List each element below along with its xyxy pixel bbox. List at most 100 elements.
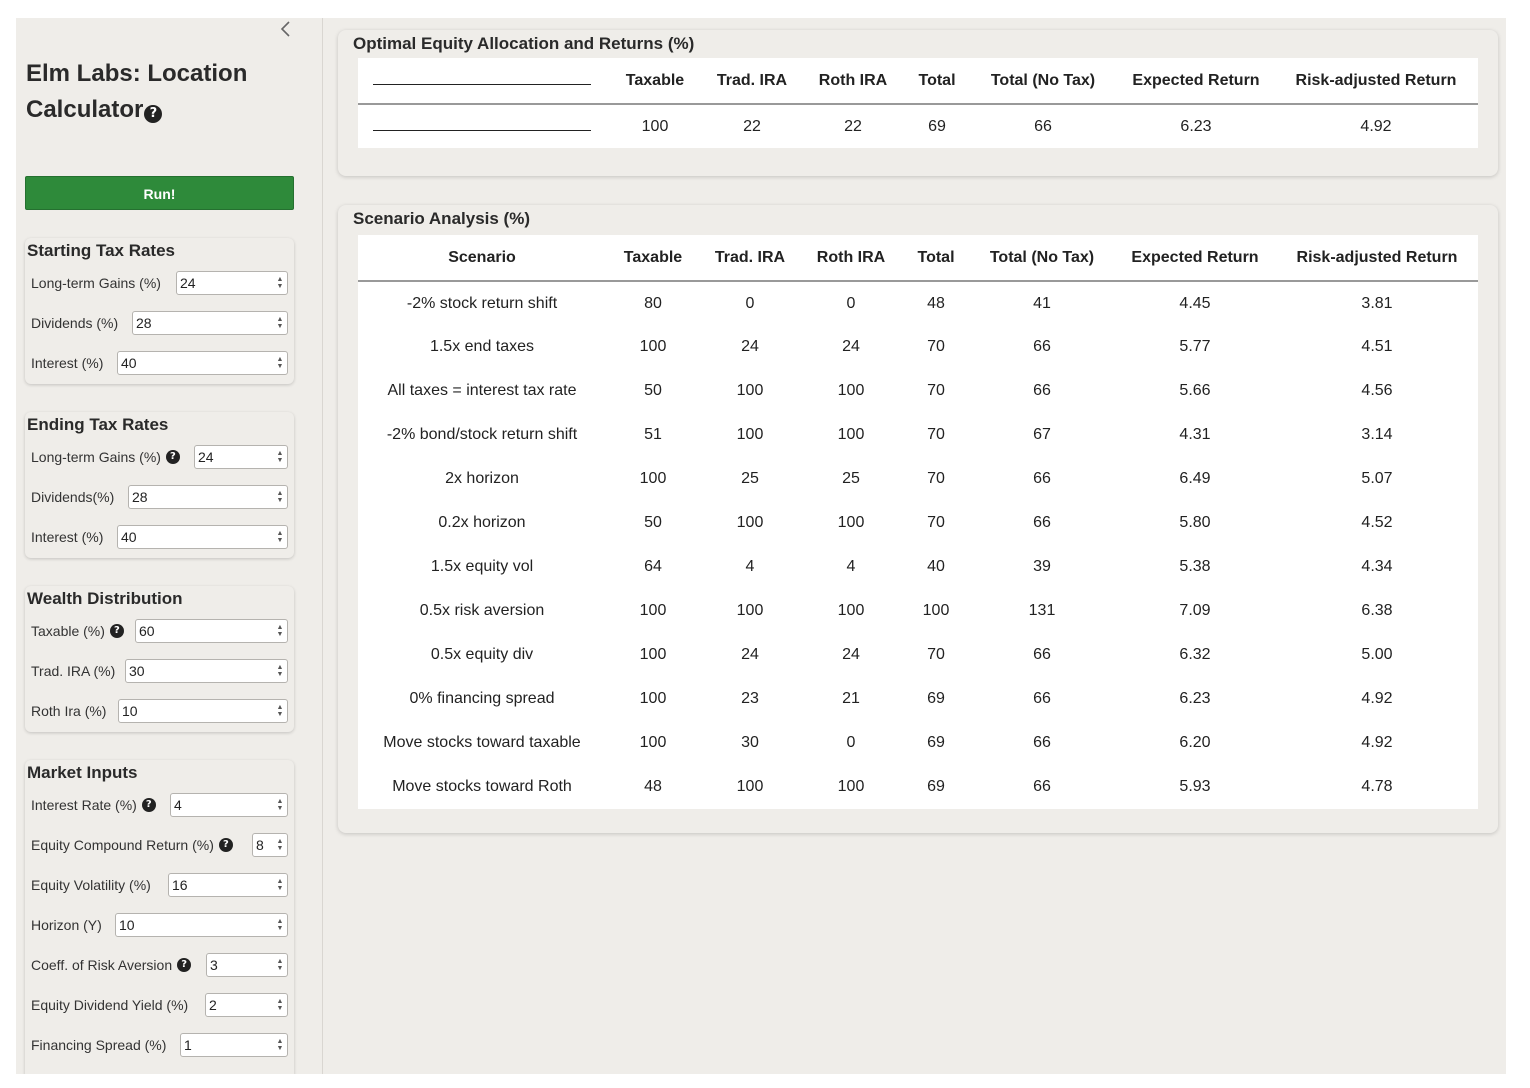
question-circle-icon[interactable]: ?	[141, 798, 156, 812]
market-financing-spread-input[interactable]: 1 ▲ ▼	[180, 1033, 288, 1057]
spinner-icon[interactable]: ▲ ▼	[276, 530, 284, 544]
market-equity-compound-return-field: Equity Compound Return (%) ?	[31, 833, 233, 857]
table-cell: 131	[1028, 602, 1056, 619]
card-title: Scenario Analysis (%)	[353, 209, 530, 228]
market-interest-rate-field: Interest Rate (%) ?	[31, 793, 156, 817]
table-cell: 7.09	[1179, 602, 1211, 619]
input-value: 28	[136, 315, 152, 331]
panel-title: Market Inputs	[27, 763, 138, 782]
table-cell: 4.92	[1360, 117, 1392, 135]
panel-title: Starting Tax Rates	[27, 241, 176, 260]
wealth-trad-ira-input[interactable]: 30 ▲ ▼	[125, 659, 288, 683]
field-label: Roth Ira (%)	[31, 703, 107, 719]
ending-dividends-input[interactable]: 28 ▲ ▼	[128, 485, 288, 509]
wealth-roth-ira-field: Roth Ira (%)	[31, 699, 106, 723]
app-window: Elm Labs: Location Calculator? Run! Star…	[16, 18, 1506, 1074]
starting-dividends-input[interactable]: 28 ▲ ▼	[132, 311, 288, 335]
spinner-icon[interactable]: ▲ ▼	[276, 450, 284, 464]
market-horizon-input[interactable]: 10 ▲ ▼	[115, 913, 288, 937]
spinner-icon[interactable]: ▲ ▼	[276, 704, 284, 718]
spinner-icon[interactable]: ▲ ▼	[276, 490, 284, 504]
table-cell: 6.20	[1179, 734, 1211, 751]
spinner-icon[interactable]: ▲ ▼	[276, 798, 284, 812]
table-cell: 100	[837, 778, 865, 795]
table-cell: 5.00	[1361, 646, 1393, 663]
table-cell: 3.14	[1361, 426, 1393, 443]
question-circle-icon[interactable]: ?	[177, 958, 192, 972]
column-header: Trad. IRA	[704, 58, 800, 105]
field-label: Interest Rate (%)	[31, 797, 137, 813]
column-header: Expected Return	[1114, 235, 1276, 282]
market-horizon-field: Horizon (Y)	[31, 913, 102, 937]
spinner-icon[interactable]: ▲ ▼	[276, 316, 284, 330]
spinner-icon[interactable]: ▲ ▼	[276, 276, 284, 290]
field-label: Equity Volatility (%)	[31, 877, 151, 893]
field-label: Interest (%)	[31, 355, 104, 371]
table-row: -2% bond/stock return shift 51 100 100 70 67 4…	[358, 413, 1478, 457]
optimal-allocation-card: Optimal Equity Allocation and Returns (%…	[338, 30, 1498, 176]
starting-long-term-gains-input[interactable]: 24 ▲ ▼	[176, 271, 288, 295]
table-cell: 4.92	[1361, 734, 1393, 751]
market-interest-rate-input[interactable]: 4 ▲ ▼	[170, 793, 288, 817]
spinner-icon[interactable]: ▲ ▼	[276, 918, 284, 932]
market-risk-aversion-field: Coeff. of Risk Aversion ?	[31, 953, 192, 977]
spinner-icon[interactable]: ▲ ▼	[276, 838, 284, 852]
table-cell: 4.31	[1179, 426, 1211, 443]
spinner-icon[interactable]: ▲ ▼	[276, 998, 284, 1012]
table-cell: 5.93	[1179, 778, 1211, 795]
table-cell: 100	[837, 382, 865, 399]
table-cell: 41	[1033, 294, 1051, 312]
table-cell: 22	[743, 117, 761, 135]
column-header: Taxable	[606, 235, 700, 282]
question-circle-icon[interactable]: ?	[109, 624, 124, 638]
table-cell: 48	[927, 294, 945, 312]
table-cell: 70	[927, 382, 945, 399]
market-dividend-yield-input[interactable]: 2 ▲ ▼	[205, 993, 288, 1017]
spinner-icon[interactable]: ▲ ▼	[276, 1038, 284, 1052]
table-cell: 100	[837, 602, 865, 619]
ending-interest-input[interactable]: 40 ▲ ▼	[117, 525, 288, 549]
spinner-icon[interactable]: ▲ ▼	[276, 878, 284, 892]
wealth-roth-ira-input[interactable]: 10 ▲ ▼	[118, 699, 288, 723]
table-cell-blank	[358, 104, 606, 148]
wealth-taxable-input[interactable]: 60 ▲ ▼	[135, 619, 288, 643]
run-button[interactable]: Run!	[25, 176, 294, 210]
table-cell: 4.78	[1361, 778, 1393, 795]
spinner-icon[interactable]: ▲ ▼	[276, 624, 284, 638]
column-header: Roth IRA	[800, 58, 906, 105]
spinner-icon[interactable]: ▲ ▼	[276, 958, 284, 972]
ending-long-term-gains-input[interactable]: 24 ▲ ▼	[194, 445, 288, 469]
table-cell: 4	[846, 558, 856, 575]
question-circle-icon[interactable]: ?	[165, 450, 180, 464]
spinner-icon[interactable]: ▲ ▼	[276, 356, 284, 370]
chevron-left-icon[interactable]	[274, 18, 298, 42]
scenario-name-cell: 0.5x risk aversion	[419, 602, 545, 619]
sidebar: Elm Labs: Location Calculator? Run! Star…	[16, 18, 323, 1074]
column-header-blank	[358, 58, 606, 105]
input-value: 40	[121, 529, 137, 545]
table-cell: 30	[741, 734, 759, 751]
spinner-icon[interactable]: ▲ ▼	[276, 664, 284, 678]
table-cell: 100	[736, 514, 764, 531]
column-header: Taxable	[606, 58, 704, 105]
scenario-name-cell: -2% bond/stock return shift	[386, 426, 578, 443]
table-cell: 100	[639, 470, 667, 487]
table-row: Move stocks toward Roth 48 100 100 69 66 5.93 4…	[358, 765, 1478, 809]
table-row: Move stocks toward taxable 100 30 0 69 66 6.20…	[358, 721, 1478, 765]
market-risk-aversion-input[interactable]: 3 ▲ ▼	[206, 953, 288, 977]
table-cell: 100	[736, 602, 764, 619]
table-cell: 4.45	[1179, 294, 1211, 312]
input-value: 30	[129, 663, 145, 679]
table-cell: 67	[1033, 426, 1051, 443]
market-inputs-panel: Market Inputs Interest Rate (%) ? 4 ▲ ▼ Eq…	[25, 760, 294, 1074]
market-equity-volatility-input[interactable]: 16 ▲ ▼	[168, 873, 288, 897]
scenario-analysis-table: Scenario Taxable Trad. IRA Roth IRA Tota…	[358, 235, 1478, 809]
starting-interest-input[interactable]: 40 ▲ ▼	[117, 351, 288, 375]
question-circle-icon[interactable]: ?	[144, 105, 163, 123]
input-value: 24	[180, 275, 196, 291]
market-equity-compound-return-input[interactable]: 8 ▲ ▼	[252, 833, 288, 857]
field-label: Horizon (Y)	[31, 917, 102, 933]
table-cell: 70	[927, 338, 945, 355]
question-circle-icon[interactable]: ?	[218, 838, 233, 852]
scenario-name-cell: Move stocks toward Roth	[392, 778, 572, 795]
